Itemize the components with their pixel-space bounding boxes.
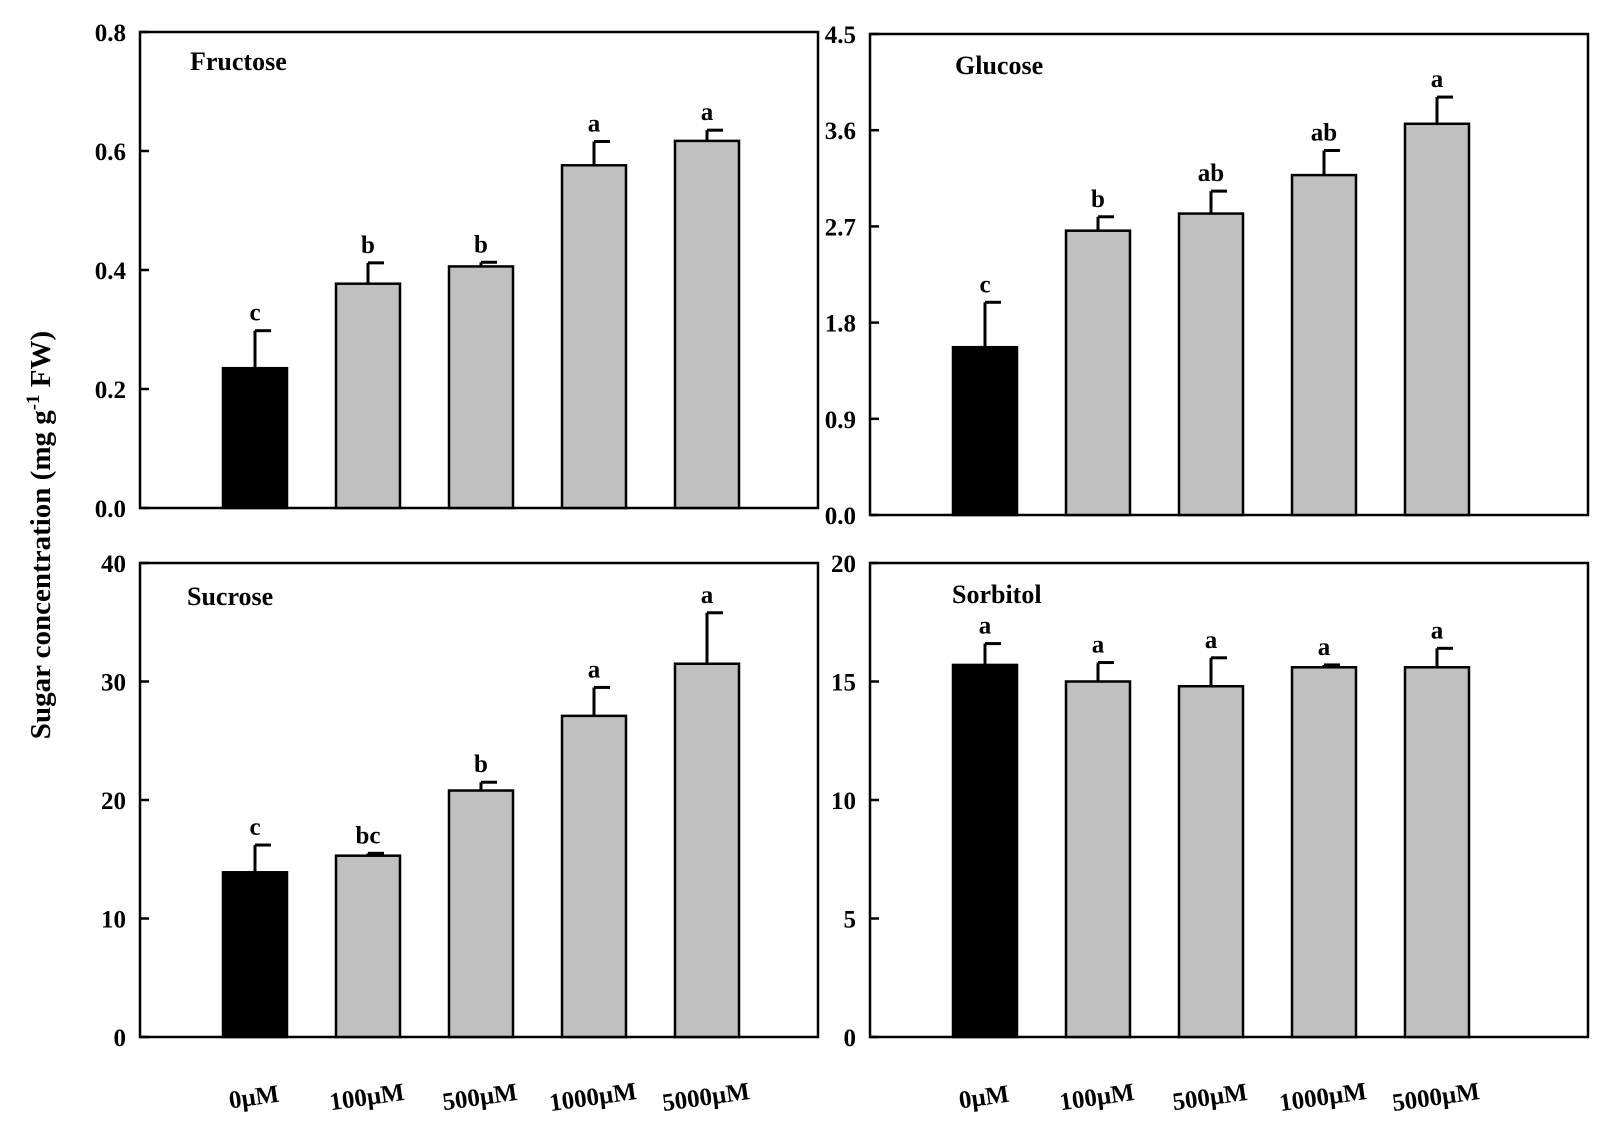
glucose-panel: 0.0 0.9 1.8 2.7 3.6 4.5 Glucose c b ab ab a xyxy=(825,22,1590,530)
sucrose-bar xyxy=(447,789,515,1039)
sucrose-bar xyxy=(221,871,289,1039)
fructose-ytick-label: 0.4 xyxy=(95,258,127,285)
fructose-panel: 0.0 0.2 0.4 0.6 0.8 Fructose c b b a a xyxy=(95,20,820,523)
sucrose-ytick-label: 10 xyxy=(101,907,126,934)
glucose-significance-letter: b xyxy=(1091,186,1105,213)
sorbitol-significance-letter: a xyxy=(1318,634,1331,661)
y-axis-label-end: FW) xyxy=(25,331,57,395)
fructose-ytick-label: 0.0 xyxy=(95,496,126,523)
fructose-significance-letter: b xyxy=(361,232,375,259)
fructose-bar xyxy=(221,366,289,510)
sorbitol-bar xyxy=(1403,666,1471,1039)
sorbitol-bar xyxy=(1177,684,1245,1039)
sorbitol-significance-letter: a xyxy=(1431,617,1444,644)
fructose-bar xyxy=(334,282,402,510)
sorbitol-bar xyxy=(1064,680,1132,1039)
sucrose-panel: 0 10 20 30 40 Sucrose c 0μM bc 100μM b 500μM a 1000μM… xyxy=(101,551,820,1117)
fructose-ytick-label: 0.6 xyxy=(95,139,126,166)
sucrose-ytick-label: 30 xyxy=(101,670,126,697)
sorbitol-panel: 0 5 10 15 20 Sorbitol a 0μM a 100μM a 500μM a 1000μM a… xyxy=(831,551,1590,1117)
fructose-significance-letter: c xyxy=(249,300,260,327)
glucose-significance-letter: c xyxy=(979,271,990,298)
sucrose-ytick-label: 40 xyxy=(101,551,126,578)
fructose-significance-letter: b xyxy=(474,231,488,258)
sorbitol-significance-letter: a xyxy=(979,613,992,640)
fructose-significance-letter: a xyxy=(588,110,601,137)
sorbitol-ytick-label: 15 xyxy=(831,670,856,697)
fructose-ytick-label: 0.8 xyxy=(95,20,126,47)
sucrose-significance-letter: a xyxy=(588,656,601,683)
glucose-significance-letter: a xyxy=(1431,66,1444,93)
sucrose-ytick-label: 20 xyxy=(101,788,126,815)
fructose-significance-letter: a xyxy=(701,99,714,126)
glucose-bar xyxy=(951,345,1019,517)
sucrose-category-label: 100μM xyxy=(328,1079,406,1116)
y-axis-label: Sugar concentration (mg g-1 FW) xyxy=(23,331,57,739)
sucrose-category-label: 1000μM xyxy=(548,1078,639,1117)
glucose-bar xyxy=(1064,229,1132,517)
glucose-ytick-label: 0.0 xyxy=(825,503,856,530)
sucrose-bar xyxy=(334,854,402,1039)
glucose-bar xyxy=(1290,173,1358,517)
fructose-bar xyxy=(560,164,628,510)
sorbitol-category-label: 100μM xyxy=(1058,1079,1136,1116)
sorbitol-category-label: 500μM xyxy=(1171,1079,1249,1116)
sorbitol-significance-letter: a xyxy=(1205,627,1218,654)
sucrose-significance-letter: a xyxy=(701,582,714,609)
fructose-bar xyxy=(673,139,741,510)
sucrose-significance-letter: bc xyxy=(356,822,381,849)
sorbitol-ytick-label: 20 xyxy=(831,551,856,578)
glucose-significance-letter: ab xyxy=(1311,120,1337,147)
sucrose-category-label: 500μM xyxy=(441,1079,519,1116)
sucrose-bar xyxy=(673,662,741,1039)
y-axis-label-main: Sugar concentration (mg g xyxy=(25,410,57,739)
sorbitol-bar xyxy=(1290,666,1358,1039)
glucose-significance-letter: ab xyxy=(1198,160,1224,187)
fructose-panel-title: Fructose xyxy=(190,47,287,76)
glucose-bar xyxy=(1177,212,1245,517)
glucose-ytick-label: 1.8 xyxy=(825,311,856,338)
y-axis-label-superscript: -1 xyxy=(23,394,44,410)
sucrose-significance-letter: b xyxy=(474,751,488,778)
sorbitol-ytick-label: 0 xyxy=(844,1025,857,1052)
sucrose-category-label: 0μM xyxy=(227,1081,281,1115)
sorbitol-category-label: 1000μM xyxy=(1278,1078,1369,1117)
glucose-panel-title: Glucose xyxy=(955,51,1043,80)
sorbitol-significance-letter: a xyxy=(1092,632,1105,659)
sucrose-ytick-label: 0 xyxy=(114,1025,127,1052)
glucose-ytick-label: 4.5 xyxy=(825,22,856,49)
sorbitol-ytick-label: 5 xyxy=(844,907,857,934)
glucose-ytick-label: 2.7 xyxy=(825,214,856,241)
sorbitol-bar xyxy=(951,663,1019,1039)
fructose-bar xyxy=(447,265,515,510)
sorbitol-ytick-label: 10 xyxy=(831,788,856,815)
sorbitol-panel-title: Sorbitol xyxy=(952,580,1042,609)
glucose-ytick-label: 0.9 xyxy=(825,407,856,434)
glucose-ytick-label: 3.6 xyxy=(825,118,856,145)
sucrose-category-label: 5000μM xyxy=(661,1078,752,1117)
sucrose-significance-letter: c xyxy=(249,814,260,841)
sucrose-panel-title: Sucrose xyxy=(187,582,273,611)
sucrose-bar xyxy=(560,714,628,1039)
sorbitol-category-label: 0μM xyxy=(957,1081,1011,1115)
glucose-bar xyxy=(1403,122,1471,517)
sorbitol-category-label: 5000μM xyxy=(1391,1078,1482,1117)
fructose-ytick-label: 0.2 xyxy=(95,377,126,404)
